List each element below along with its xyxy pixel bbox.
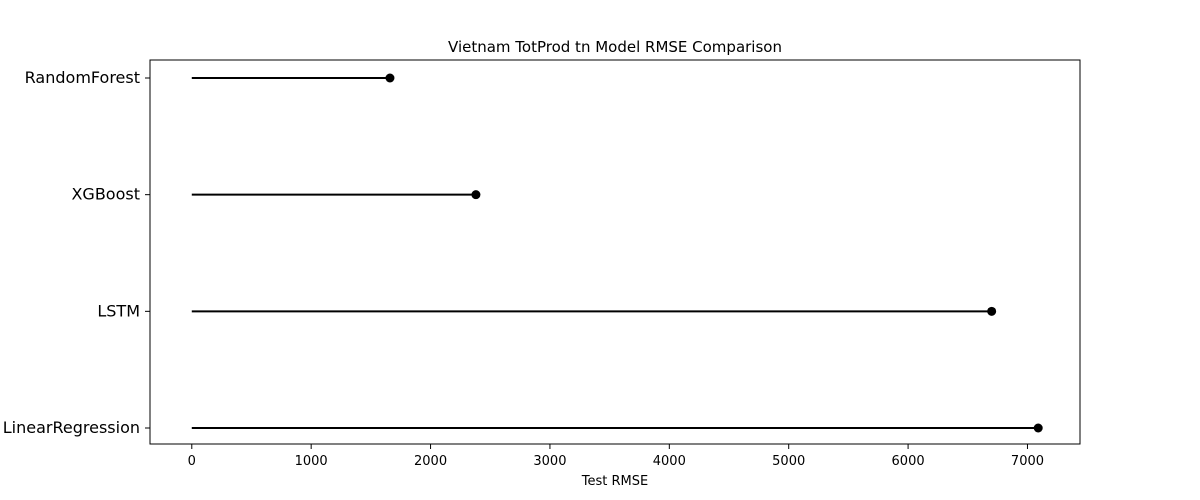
y-tick-label: LSTM <box>97 301 140 320</box>
y-axis: RandomForest XGBoost LSTM LinearRegression <box>3 68 150 437</box>
lollipop-marker <box>987 306 997 316</box>
x-tick-label: 7000 <box>1011 454 1044 469</box>
x-tick-label: 4000 <box>653 454 686 469</box>
lollipop-marker <box>1033 423 1043 433</box>
plot-frame <box>149 59 1081 445</box>
chart-title: Vietnam TotProd tn Model RMSE Comparison <box>448 38 782 56</box>
x-tick-label: 2000 <box>414 454 447 469</box>
lollipop-marker <box>385 73 395 83</box>
lollipop-marker <box>471 190 481 200</box>
x-tick-label: 3000 <box>533 454 566 469</box>
x-tick-label: 6000 <box>892 454 925 469</box>
x-axis-label: Test RMSE <box>581 474 648 489</box>
marks <box>191 73 1043 433</box>
x-tick-label: 5000 <box>772 454 805 469</box>
x-tick-label: 0 <box>188 454 196 469</box>
y-tick-label: RandomForest <box>25 68 140 87</box>
x-tick-label: 1000 <box>295 454 328 469</box>
y-tick-label: XGBoost <box>71 185 140 204</box>
x-axis: 0 1000 2000 3000 4000 5000 6000 7000 <box>188 444 1044 469</box>
y-tick-label: LinearRegression <box>3 418 140 437</box>
